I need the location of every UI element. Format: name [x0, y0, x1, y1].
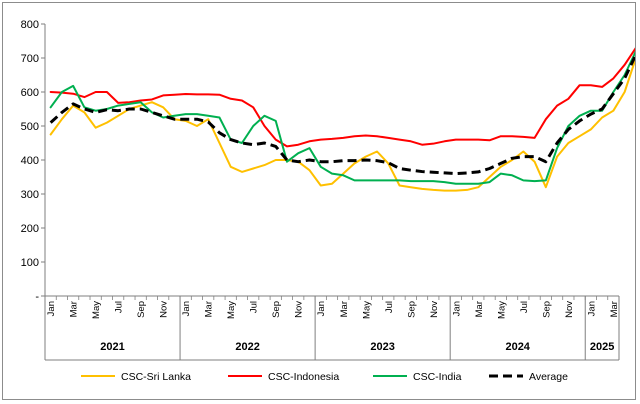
legend-item: Average: [489, 371, 568, 383]
series-line-csc-india: [49, 50, 635, 185]
y-tick-label: -: [35, 291, 39, 303]
x-month-label: Sep: [136, 301, 147, 318]
x-month-label: Jul: [249, 301, 260, 313]
legend-label: CSC-India: [413, 371, 462, 383]
x-month-label: Jul: [519, 301, 530, 313]
x-month-label: Nov: [294, 301, 305, 318]
x-month-label: May: [91, 301, 102, 319]
y-tick-label: 500: [21, 121, 39, 133]
legend-item: CSC-Sri Lanka: [81, 371, 191, 383]
x-month-label: May: [361, 301, 372, 319]
year-label: 2021: [100, 341, 124, 353]
x-month-label: Nov: [159, 301, 170, 318]
legend-label: CSC-Indonesia: [268, 371, 339, 383]
x-month-label: Jan: [451, 301, 462, 316]
y-axis: - 100 200 300 400 500 600 700 800: [21, 19, 46, 303]
y-tick-label: 700: [21, 53, 39, 65]
x-month-label: Mar: [609, 301, 620, 317]
x-month-label: Mar: [204, 301, 215, 317]
series-line-csc-indonesia: [49, 47, 635, 148]
legend: CSC-Sri Lanka CSC-Indonesia CSC-India Avera…: [81, 371, 568, 383]
y-tick-label: 800: [21, 19, 39, 31]
legend-item: CSC-India: [373, 371, 462, 383]
x-month-label: Jan: [181, 301, 192, 316]
x-month-label: Sep: [406, 301, 417, 318]
x-axis: Jan Mar May Jul Sep Nov 2021 Jan Mar May Jul Sep Nov…: [44, 295, 620, 361]
x-month-label: May: [226, 301, 237, 319]
legend-item: CSC-Indonesia: [228, 371, 339, 383]
y-tick-label: 400: [21, 155, 39, 167]
y-tick-label: 300: [21, 189, 39, 201]
series-line-average: [49, 53, 635, 176]
year-label: 2022: [235, 341, 259, 353]
chart-frame: - 100 200 300 400 500 600 700 800 Jan Mar May Jul Se…: [2, 2, 636, 400]
y-tick-label: 600: [21, 87, 39, 99]
legend-label: CSC-Sri Lanka: [121, 371, 191, 383]
x-month-label: May: [496, 301, 507, 319]
series-layer: [49, 47, 635, 192]
y-tick-label: 100: [21, 257, 39, 269]
series-line-csc-sri-lanka: [49, 57, 635, 192]
x-month-label: Jan: [586, 301, 597, 316]
x-month-label: Mar: [339, 301, 350, 317]
x-month-label: Jul: [384, 301, 395, 313]
x-month-label: Mar: [474, 301, 485, 317]
year-label: 2024: [505, 341, 530, 353]
x-month-label: Mar: [69, 301, 80, 317]
legend-label: Average: [529, 371, 568, 383]
x-month-label: Jan: [46, 301, 57, 316]
x-month-label: Sep: [271, 301, 282, 318]
x-month-label: Jul: [114, 301, 125, 313]
y-tick-label: 200: [21, 223, 39, 235]
x-month-label: Sep: [541, 301, 552, 318]
year-label: 2023: [370, 341, 394, 353]
x-month-label: Nov: [564, 301, 575, 318]
line-chart: - 100 200 300 400 500 600 700 800 Jan Mar May Jul Se…: [21, 19, 635, 383]
year-label: 2025: [590, 341, 614, 353]
x-month-label: Nov: [429, 301, 440, 318]
x-month-label: Jan: [316, 301, 327, 316]
